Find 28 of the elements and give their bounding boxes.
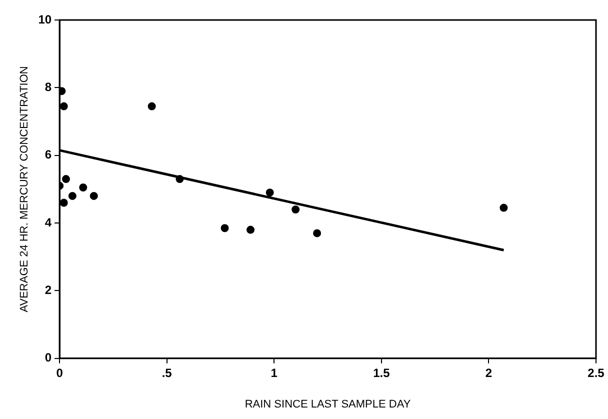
y-tick-label: 2 — [44, 283, 52, 298]
x-axis-title: RAIN SINCE LAST SAMPLE DAY — [244, 398, 412, 410]
y-tick-label: 4 — [44, 215, 52, 230]
point — [220, 224, 229, 232]
y-tick-label: 6 — [44, 148, 52, 162]
point — [313, 229, 322, 238]
x-tick-label: 2.5 — [588, 366, 605, 380]
y-axis-title: AVERAGE 24 HR. MERCURY CONCENTRATION — [18, 66, 31, 312]
y-tick-label: 0 — [44, 350, 52, 365]
point — [246, 226, 255, 234]
point — [90, 192, 98, 200]
point — [266, 188, 274, 197]
point — [60, 198, 68, 207]
point — [176, 175, 184, 184]
point — [292, 206, 300, 214]
point — [79, 184, 88, 192]
x-tick-label: .5 — [162, 366, 172, 380]
y-tick-label: 8 — [44, 80, 52, 94]
x-tick-label: 1 — [270, 366, 278, 380]
x-tick-label: 0 — [56, 366, 64, 380]
point — [62, 175, 70, 184]
y-tick-label: 10 — [38, 12, 52, 26]
x-tick-label: 2 — [485, 366, 492, 380]
point — [148, 102, 156, 110]
point — [500, 204, 508, 212]
x-tick-label: 1.5 — [373, 366, 390, 380]
point — [68, 192, 76, 200]
point — [60, 102, 68, 110]
